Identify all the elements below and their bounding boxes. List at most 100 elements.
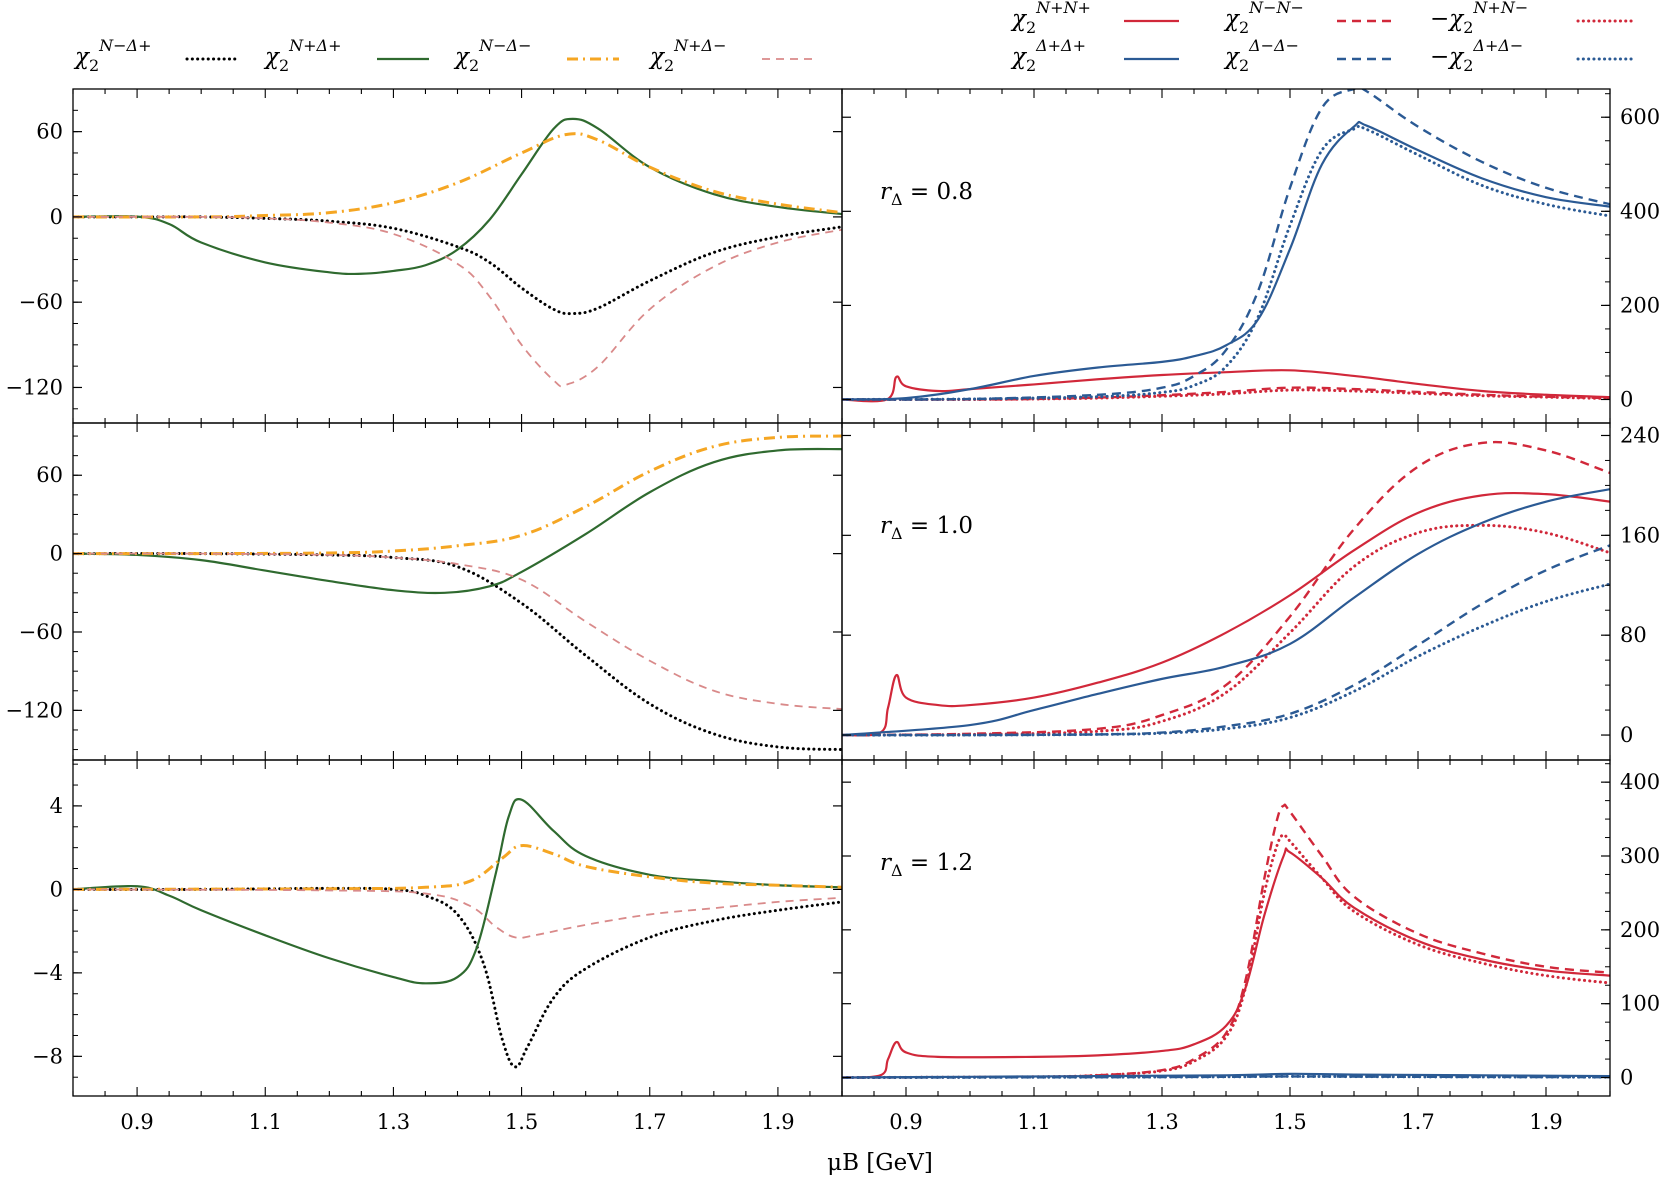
legend-label: χ2N+N+ — [1010, 0, 1091, 37]
y-tick-label: −4 — [32, 961, 63, 985]
y-tick-label: −120 — [5, 375, 63, 399]
series-line-npnp — [842, 491, 1610, 737]
y-tick-label: 0 — [1620, 387, 1633, 411]
series-line-npnp — [842, 847, 1610, 1079]
panel-right-1: 600 400 200 0 rΔ = 0.8 — [841, 88, 1660, 424]
series-group — [73, 797, 842, 1069]
y-tick-label: −120 — [5, 698, 63, 722]
x-tick-label: 0.9 — [120, 1110, 153, 1134]
x-tick-label: 1.1 — [1017, 1110, 1050, 1134]
panel-left-2: 60 0 −60 −120 — [5, 422, 843, 761]
series-line-nmdp — [73, 886, 842, 1069]
panel-frame — [841, 759, 1611, 1097]
series-line-dmdm — [842, 89, 1610, 401]
x-tick-label: 1.7 — [1401, 1110, 1434, 1134]
series-line-nmdp — [73, 215, 842, 316]
legend-label: χ2Δ+Δ+ — [1010, 36, 1086, 75]
legend-label: −χ2Δ+Δ− — [1430, 36, 1523, 75]
legend-label: χ2Δ−Δ− — [1223, 36, 1299, 75]
x-tick-label: 1.3 — [1145, 1110, 1178, 1134]
legend: χ2N−Δ+ χ2N+Δ+ χ2N−Δ− χ2N+Δ− χ2N+N+ χ2N−N− −χ2N… — [73, 0, 1635, 75]
panel-left-1: 60 0 −60 −120 — [5, 88, 843, 424]
legend-entry-dpdm: −χ2Δ+Δ− — [1430, 36, 1635, 75]
legend-entry-nmnm: χ2N−N− — [1223, 0, 1392, 37]
series-group — [73, 434, 842, 752]
y-tick-label: 0 — [50, 205, 63, 229]
legend-entry-nmdm: χ2N−Δ− — [453, 36, 619, 75]
y-tick-label: 300 — [1620, 844, 1660, 868]
panel-right-3: 400 300 200 100 0 0.9 1.1 1.3 1.5 1.7 1.9 rΔ = 1.2 — [841, 759, 1660, 1134]
y-tick-label: 200 — [1620, 293, 1660, 317]
series-group — [842, 803, 1610, 1080]
series-line-npdm — [73, 215, 842, 388]
series-line-nmdm — [73, 132, 842, 219]
x-tick-label: 1.5 — [1273, 1110, 1306, 1134]
y-tick-label: 0 — [50, 542, 63, 566]
x-tick-label: 0.9 — [889, 1110, 922, 1134]
series-line-npdp — [73, 797, 842, 985]
series-group — [842, 89, 1610, 403]
y-tick-label: −60 — [19, 290, 63, 314]
series-line-dpdm — [842, 1074, 1610, 1080]
panel-frame — [72, 88, 843, 424]
r-delta-annotation: rΔ = 1.2 — [880, 850, 973, 880]
y-tick-label: −8 — [32, 1044, 63, 1068]
x-tick-label: 1.5 — [505, 1110, 538, 1134]
panel-frame — [841, 422, 1611, 761]
y-tick-label: 0 — [1620, 1066, 1633, 1090]
legend-label: χ2N+Δ+ — [263, 36, 342, 75]
y-tick-label: 80 — [1620, 623, 1647, 647]
y-tick-label: 240 — [1620, 423, 1660, 447]
series-group — [73, 117, 842, 388]
legend-label: χ2N+Δ− — [648, 36, 727, 75]
series-group — [842, 440, 1610, 737]
y-tick-label: 0 — [1620, 723, 1633, 747]
series-line-npdp — [73, 117, 842, 276]
y-tick-label: 60 — [36, 120, 63, 144]
series-line-nmdm — [73, 434, 842, 556]
legend-label: χ2N−N− — [1223, 0, 1304, 37]
series-line-npdp — [73, 447, 842, 595]
series-line-nmnm — [842, 803, 1610, 1079]
x-axis-title: μB [GeV] — [827, 1150, 933, 1176]
legend-entry-dpdp: χ2Δ+Δ+ — [1010, 36, 1179, 75]
y-tick-label: 100 — [1620, 992, 1660, 1016]
series-line-npdm — [73, 888, 842, 939]
x-tick-label: 1.9 — [761, 1110, 794, 1134]
series-line-dpdm — [842, 582, 1610, 737]
series-line-dpdp — [842, 120, 1610, 401]
series-line-nmdm — [73, 844, 842, 891]
x-tick-label: 1.9 — [1529, 1110, 1562, 1134]
series-line-npnm — [842, 523, 1610, 737]
legend-label: −χ2N+N− — [1430, 0, 1528, 37]
legend-label: χ2N−Δ− — [453, 36, 532, 75]
legend-entry-nmdp: χ2N−Δ+ — [73, 36, 241, 75]
y-tick-label: 4 — [50, 794, 63, 818]
y-tick-label: 160 — [1620, 523, 1660, 547]
x-tick-label: 1.7 — [633, 1110, 666, 1134]
legend-entry-npnm: −χ2N+N− — [1430, 0, 1635, 37]
y-tick-label: 400 — [1620, 199, 1660, 223]
series-line-npnp — [842, 369, 1610, 403]
r-delta-annotation: rΔ = 0.8 — [880, 179, 973, 209]
legend-entry-npnp: χ2N+N+ — [1010, 0, 1179, 37]
legend-entry-npdm: χ2N+Δ− — [648, 36, 814, 75]
x-tick-label: 1.1 — [249, 1110, 282, 1134]
series-line-dpdp — [842, 488, 1610, 737]
y-tick-label: 0 — [50, 877, 63, 901]
y-tick-label: −60 — [19, 620, 63, 644]
series-line-npdm — [73, 552, 842, 710]
panel-right-2: 240 160 80 0 rΔ = 1.0 — [841, 422, 1660, 761]
legend-label: χ2N−Δ+ — [73, 36, 152, 75]
x-tick-label: 1.3 — [377, 1110, 410, 1134]
r-delta-annotation: rΔ = 1.0 — [880, 513, 973, 543]
legend-entry-npdp: χ2N+Δ+ — [263, 36, 429, 75]
legend-entry-dmdm: χ2Δ−Δ− — [1223, 36, 1392, 75]
y-tick-label: 600 — [1620, 105, 1660, 129]
panel-frame — [72, 759, 843, 1097]
y-tick-label: 400 — [1620, 770, 1660, 794]
y-tick-label: 60 — [36, 463, 63, 487]
y-tick-label: 200 — [1620, 918, 1660, 942]
series-line-nmdp — [73, 552, 842, 752]
